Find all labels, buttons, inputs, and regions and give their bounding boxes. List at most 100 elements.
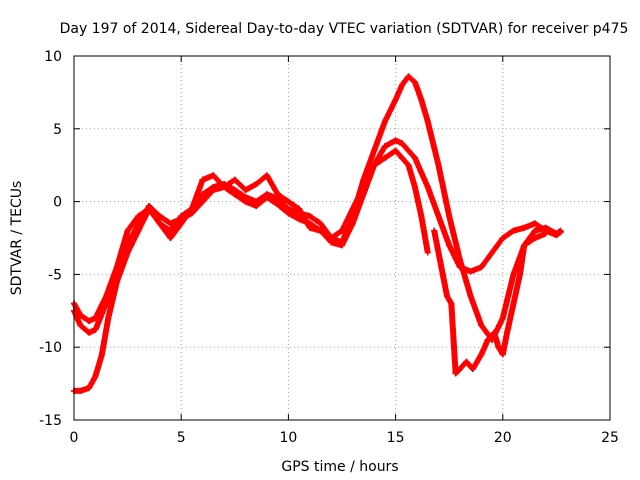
chart-title: Day 197 of 2014, Sidereal Day-to-day VTE…	[60, 21, 629, 37]
x-tick-label: 15	[387, 430, 405, 446]
x-tick-label: 10	[279, 430, 297, 446]
data-point	[199, 198, 206, 205]
data-point	[392, 96, 399, 103]
data-point	[469, 366, 476, 373]
y-tick-label: -15	[39, 413, 62, 429]
data-point	[431, 227, 438, 234]
data-point	[263, 172, 270, 179]
data-point	[360, 184, 367, 191]
y-tick-label: 10	[44, 49, 62, 65]
data-point	[456, 264, 463, 271]
data-point	[521, 224, 528, 231]
data-points	[71, 73, 564, 394]
data-point	[124, 227, 131, 234]
data-point	[405, 147, 412, 154]
data-point	[446, 213, 453, 220]
data-point	[424, 249, 431, 256]
data-point	[399, 140, 406, 147]
data-point	[446, 242, 453, 249]
data-point	[263, 194, 270, 201]
data-point	[167, 220, 174, 227]
data-point	[242, 186, 249, 193]
data-point	[516, 271, 523, 278]
data-point	[339, 242, 345, 249]
y-tick-label: 5	[53, 122, 62, 138]
data-point	[521, 242, 528, 249]
data-point	[456, 366, 463, 373]
data-point	[418, 96, 425, 103]
plot-frame	[73, 55, 611, 421]
data-point	[557, 229, 564, 236]
data-point	[98, 351, 105, 358]
data-point	[253, 202, 260, 209]
data-point	[499, 315, 506, 322]
data-point	[381, 154, 388, 161]
data-point	[553, 232, 560, 239]
data-point	[274, 201, 281, 208]
y-tick-label: 0	[53, 195, 62, 211]
data-point	[435, 162, 442, 169]
data-point	[253, 181, 260, 188]
data-point	[405, 162, 412, 169]
data-point-markers	[71, 137, 563, 336]
data-point	[510, 271, 517, 278]
data-point	[124, 249, 131, 256]
data-point	[467, 293, 474, 300]
data-point	[317, 227, 324, 234]
grid-lines	[74, 56, 610, 420]
data-point	[86, 384, 93, 391]
data-point	[467, 268, 474, 275]
data-point	[188, 205, 195, 212]
data-point	[77, 322, 84, 329]
data-point	[210, 172, 217, 179]
data-point	[510, 300, 517, 307]
data-point	[167, 235, 174, 241]
data-point	[531, 227, 538, 234]
data-point	[448, 300, 455, 307]
data-point	[221, 184, 228, 191]
data-point	[113, 278, 120, 285]
x-tick-label: 5	[177, 430, 186, 446]
data-point	[285, 198, 292, 205]
x-axis-label: GPS time / hours	[281, 459, 398, 475]
data-point	[146, 205, 153, 212]
data-point	[371, 162, 378, 169]
data-point	[349, 205, 356, 212]
data-point	[274, 191, 281, 198]
data-point	[435, 213, 442, 220]
data-point	[499, 351, 506, 358]
data-point	[210, 186, 217, 193]
data-point	[103, 300, 110, 307]
series-track-3	[71, 147, 431, 394]
data-point	[381, 118, 388, 125]
data-point	[499, 235, 506, 241]
data-point	[424, 184, 431, 191]
axis-ticks: 0 5 10 15 20 25 -15 -10 -5 0 5 10	[39, 49, 619, 446]
data-point	[489, 249, 496, 256]
data-point	[392, 147, 399, 154]
data-point	[491, 329, 498, 336]
x-tick-label: 0	[70, 430, 79, 446]
data-point	[135, 227, 142, 234]
data-point	[504, 329, 511, 336]
data-point	[285, 210, 292, 217]
data-point-markers	[71, 147, 431, 394]
data-point	[77, 387, 84, 394]
data-point	[178, 220, 185, 227]
data-point	[531, 235, 538, 241]
data-point	[199, 176, 206, 183]
data-point	[231, 176, 238, 183]
data-point	[371, 147, 378, 154]
y-tick-label: -5	[48, 267, 62, 283]
data-point	[349, 220, 356, 227]
data-point	[418, 213, 425, 220]
data-point	[156, 220, 163, 227]
data-point	[510, 227, 517, 234]
data-point	[411, 184, 418, 191]
data-point	[328, 235, 335, 241]
series-track-2	[71, 137, 564, 336]
data-point	[424, 118, 431, 125]
y-tick-label: -10	[39, 340, 62, 356]
data-point	[86, 317, 93, 324]
